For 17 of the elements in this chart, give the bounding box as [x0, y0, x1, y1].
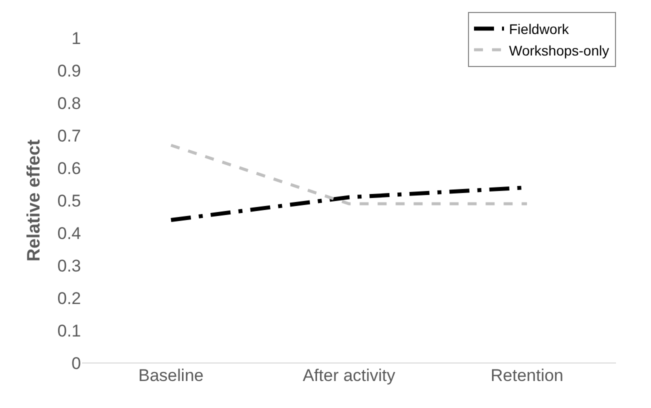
y-tick-label: 1: [72, 28, 81, 48]
x-tick-label: Retention: [490, 366, 564, 385]
y-tick-label: 0.9: [57, 61, 81, 80]
y-tick-label: 0: [72, 354, 81, 373]
y-tick-label: 0.2: [57, 288, 81, 308]
y-tick-label: 0.6: [57, 158, 81, 178]
y-tick-label: 0.5: [57, 191, 81, 210]
y-axis-title: Relative effect: [24, 139, 44, 262]
y-tick-label: 0.1: [57, 321, 81, 340]
legend-label: Fieldwork: [509, 21, 570, 38]
legend-label: Workshops-only: [509, 42, 610, 58]
x-tick-label: After activity: [302, 366, 396, 385]
y-tick-label: 0.7: [57, 126, 81, 146]
y-tick-label: 0.8: [57, 94, 81, 113]
y-tick-label: 0.4: [57, 224, 81, 243]
y-tick-label: 0.3: [57, 256, 81, 276]
x-tick-label: Baseline: [138, 366, 204, 385]
